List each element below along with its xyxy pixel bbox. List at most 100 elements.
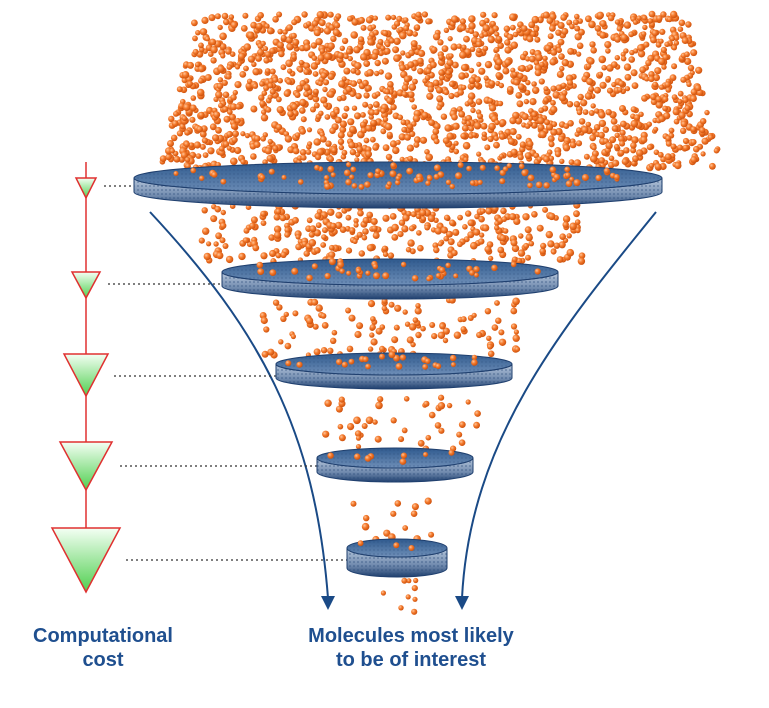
molecule-dot: [550, 249, 557, 255]
molecule-dot: [543, 97, 549, 103]
molecule-dot: [299, 127, 306, 135]
molecule-dot: [586, 78, 594, 86]
molecule-dot: [226, 130, 233, 138]
molecule-dot: [362, 101, 369, 108]
molecule-dot: [518, 233, 524, 239]
molecule-dot: [680, 76, 687, 83]
molecule-dot: [275, 208, 282, 215]
molecule-dot: [417, 57, 424, 65]
molecule-dot: [320, 242, 327, 248]
molecule-dot: [269, 249, 277, 258]
molecule-dot: [513, 329, 520, 335]
molecule-dot: [273, 225, 282, 233]
molecule-dot: [510, 261, 517, 268]
molecule-dot: [230, 21, 238, 29]
molecule-dot: [283, 311, 289, 318]
molecule-dot: [309, 225, 317, 233]
molecule-dot: [439, 322, 446, 330]
molecule-dot: [417, 439, 425, 447]
molecule-dot: [581, 126, 589, 134]
molecule-dot: [594, 86, 601, 94]
molecule-dot: [578, 252, 586, 259]
molecule-dot: [425, 68, 432, 75]
molecule-dot: [451, 249, 458, 257]
molecule-dot: [398, 436, 405, 443]
molecule-dot: [528, 240, 535, 247]
molecule-dot: [249, 222, 256, 229]
molecule-dot: [470, 107, 476, 114]
molecule-dot: [440, 226, 448, 234]
funnel-arrow-left: [149, 211, 329, 599]
molecule-dot: [598, 55, 607, 64]
molecule-dot: [424, 149, 430, 155]
molecule-dot: [457, 241, 463, 248]
molecule-dot: [542, 11, 550, 19]
molecule-dot: [411, 275, 419, 282]
molecule-dot: [609, 136, 617, 144]
molecule-dot: [418, 49, 426, 58]
molecule-dot: [422, 363, 428, 370]
molecule-dot: [201, 137, 208, 144]
molecule-dot: [197, 65, 205, 73]
molecule-dot: [283, 90, 291, 97]
molecule-dot: [497, 100, 504, 107]
molecule-dot: [339, 45, 345, 51]
molecule-dot: [677, 98, 683, 104]
molecule-dot: [212, 134, 220, 142]
molecule-dot: [180, 151, 188, 159]
molecule-dot: [498, 82, 505, 89]
molecule-dot: [439, 266, 446, 274]
molecule-dot: [192, 48, 199, 55]
molecule-dot: [392, 46, 400, 54]
molecule-dot: [515, 92, 523, 99]
molecule-dot: [259, 100, 266, 107]
molecule-dot: [250, 105, 258, 113]
molecule-dot: [509, 117, 517, 125]
molecule-dot: [531, 15, 540, 24]
molecule-dot: [657, 151, 664, 158]
molecule-dot: [540, 242, 547, 249]
molecule-dot: [437, 241, 443, 247]
molecule-dot: [354, 112, 361, 120]
computational-cost-caption-line-1: Computational: [33, 625, 173, 647]
molecule-dot: [337, 131, 345, 139]
molecule-dot: [370, 136, 376, 143]
molecule-dot: [432, 79, 440, 87]
molecule-dot: [213, 111, 221, 119]
molecule-dot: [267, 348, 275, 356]
molecule-dot: [405, 210, 412, 217]
molecule-dot: [550, 99, 556, 106]
molecule-dot: [201, 16, 209, 24]
molecule-dot: [620, 120, 627, 128]
molecule-dot: [295, 243, 302, 251]
molecule-dot: [411, 104, 418, 110]
molecule-dot: [424, 75, 431, 81]
molecule-dot: [416, 230, 422, 236]
molecule-dot: [510, 67, 516, 73]
molecule-dot: [390, 14, 397, 21]
molecule-dot: [556, 47, 562, 54]
molecule-dot: [420, 216, 427, 222]
molecule-dot: [389, 170, 397, 178]
molecule-dot: [436, 95, 444, 103]
molecule-dot: [234, 146, 242, 155]
molecule-dot: [232, 130, 239, 138]
molecule-dot: [358, 16, 365, 24]
molecule-dot: [379, 345, 386, 352]
molecule-dot: [377, 396, 384, 403]
molecule-dot: [567, 47, 575, 55]
molecule-dot: [605, 141, 613, 150]
molecule-dot: [665, 87, 672, 93]
molecule-dot: [276, 106, 284, 114]
molecule-dot: [190, 95, 197, 101]
molecule-dot: [687, 64, 695, 72]
molecule-dot: [339, 120, 347, 128]
molecule-dot: [374, 435, 382, 443]
molecule-dot: [378, 69, 384, 75]
molecule-dot: [393, 542, 400, 549]
molecule-dot: [402, 309, 408, 315]
molecule-dot: [500, 207, 507, 215]
molecule-dot: [299, 98, 307, 107]
molecule-dot: [306, 21, 312, 27]
molecule-dot: [330, 337, 337, 344]
